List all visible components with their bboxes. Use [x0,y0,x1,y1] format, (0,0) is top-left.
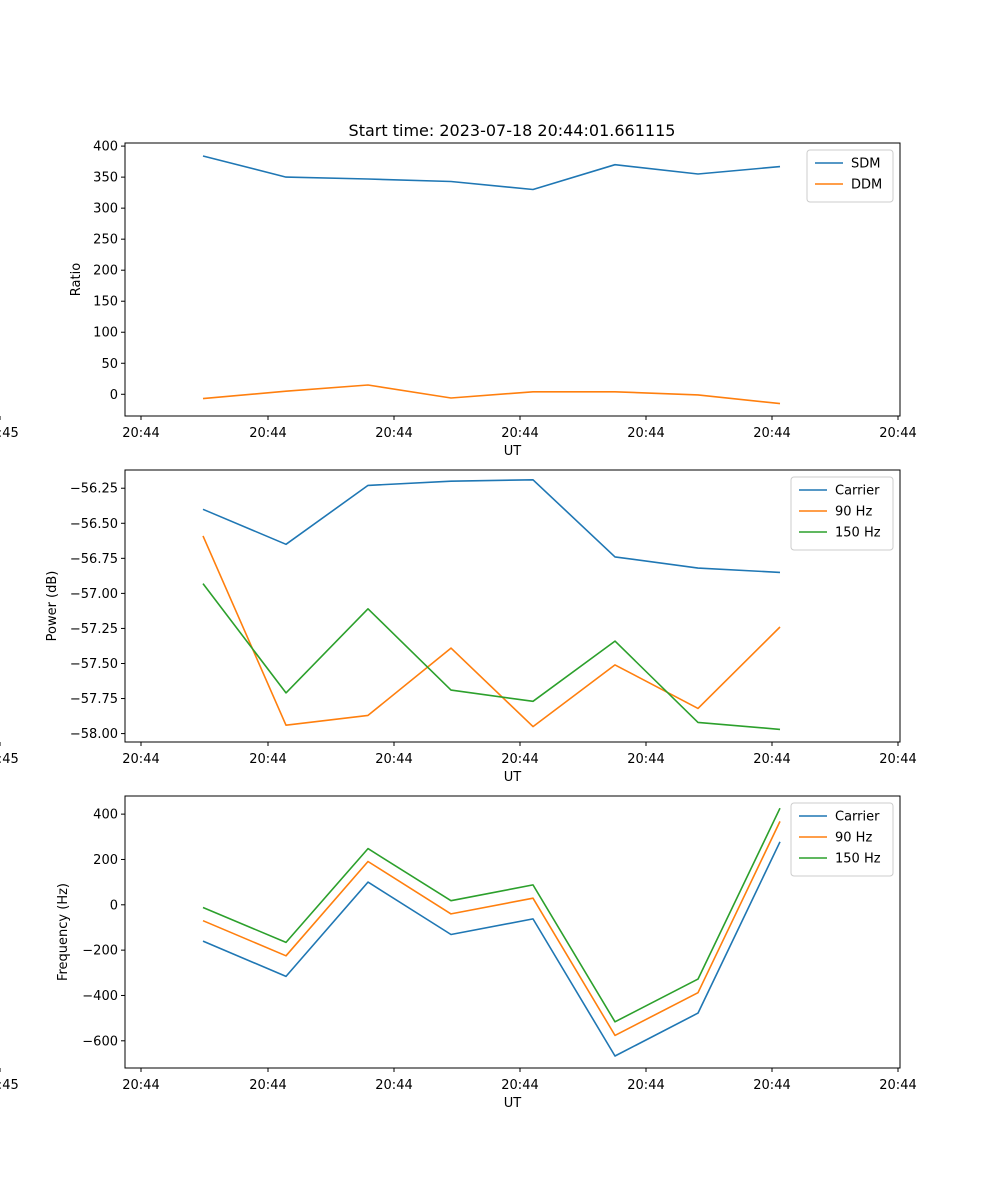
x-tick-label-2-0: 20:44 [122,752,159,767]
axes-frame-1 [124,142,901,417]
y-tick-label-1-8: 400 [93,140,118,155]
y-tick-label-2-1: −57.75 [70,692,118,707]
x-tick-label-2-7: 20:45 [0,752,19,767]
series-line-1-ddm [202,384,781,405]
x-tick-label-1-5: 20:44 [753,426,790,441]
x-axis-label-2: UT [504,770,522,785]
legend-2: Carrier 90 Hz 150 Hz [790,476,894,551]
legend-label-2-0: Carrier [835,484,880,499]
series-line-3-90-hz [202,821,781,1037]
series-line-3-carrier [202,841,781,1057]
x-tick-label-3-0: 20:44 [122,1078,159,1093]
legend-label-2-2: 150 Hz [835,526,881,541]
x-tick-label-3-1: 20:44 [249,1078,286,1093]
x-tick-label-2-6: 20:44 [879,752,916,767]
x-tick-label-3-5: 20:44 [753,1078,790,1093]
y-tick-label-2-7: −56.25 [70,482,118,497]
y-axis-label-1: Ratio [69,263,84,296]
figure-title: Start time: 2023-07-18 20:44:01.661115 [349,121,676,140]
x-tick-label-1-3: 20:44 [501,426,538,441]
legend-label-3-0: Carrier [835,810,880,825]
y-tick-label-3-1: −400 [82,989,118,1004]
x-tick-label-2-2: 20:44 [375,752,412,767]
x-axis-label-3: UT [504,1096,522,1111]
x-tick-label-1-0: 20:44 [122,426,159,441]
legend-label-2-1: 90 Hz [835,505,872,520]
legend-label-3-2: 150 Hz [835,852,881,867]
legend-3: Carrier 90 Hz 150 Hz [790,802,894,877]
y-tick-label-3-3: 0 [110,898,118,913]
y-tick-label-3-4: 200 [93,853,118,868]
y-tick-label-1-0: 0 [110,388,118,403]
x-tick-label-1-4: 20:44 [627,426,664,441]
legend-label-3-1: 90 Hz [835,831,872,846]
series-line-2-carrier [202,478,781,574]
x-tick-label-2-4: 20:44 [627,752,664,767]
panel-2: −58.00 −57.75 −57.50 −57.25 −57.00 −56.75 −56.… [0,469,917,785]
legend-1: SDM DDM [806,149,894,203]
y-tick-label-2-3: −57.25 [70,622,118,637]
x-tick-label-1-2: 20:44 [375,426,412,441]
y-tick-label-2-4: −57.00 [70,587,118,602]
y-tick-label-2-2: −57.50 [70,657,118,672]
x-axis-label-1: UT [504,444,522,459]
x-tick-label-1-1: 20:44 [249,426,286,441]
x-tick-label-3-2: 20:44 [375,1078,412,1093]
x-tick-label-1-7: 20:45 [0,426,19,441]
y-tick-label-1-5: 250 [93,233,118,248]
y-tick-label-1-4: 200 [93,264,118,279]
y-tick-label-1-6: 300 [93,202,118,217]
y-tick-label-1-3: 150 [93,295,118,310]
y-tick-label-3-2: −200 [82,944,118,959]
y-tick-label-2-5: −56.75 [70,552,118,567]
axes-frame-3 [124,795,901,1069]
y-tick-label-1-7: 350 [93,171,118,186]
y-tick-label-2-0: −58.00 [70,727,118,742]
axes-frame-2 [124,469,901,743]
x-tick-label-3-6: 20:44 [879,1078,916,1093]
x-tick-label-1-6: 20:44 [879,426,916,441]
y-tick-label-2-6: −56.50 [70,517,118,532]
series-line-2-90-hz [202,535,781,728]
series-line-3-150-hz [202,807,781,1023]
x-tick-label-2-5: 20:44 [753,752,790,767]
x-tick-label-2-1: 20:44 [249,752,286,767]
legend-label-1-0: SDM [851,157,880,172]
x-tick-label-2-3: 20:44 [501,752,538,767]
y-axis-label-3: Frequency (Hz) [56,883,71,981]
series-line-1-sdm [202,155,781,191]
y-tick-label-1-1: 50 [101,357,118,372]
y-axis-label-2: Power (dB) [45,571,60,642]
legend-label-1-1: DDM [851,178,882,193]
panel-3: −600 −400 −200 0 200 400 20:44 20:44 20:44 20:44 2… [0,795,917,1111]
y-tick-label-3-0: −600 [82,1034,118,1049]
panels: 0 50 100 150 200 250 300 350 400 20:44 20:44 20:44 2… [0,140,917,1111]
series-line-2-150-hz [202,583,781,731]
y-tick-label-1-2: 100 [93,326,118,341]
x-tick-label-3-3: 20:44 [501,1078,538,1093]
panel-1: 0 50 100 150 200 250 300 350 400 20:44 20:44 20:44 2… [0,140,917,459]
x-tick-label-3-7: 20:45 [0,1078,19,1093]
x-tick-label-3-4: 20:44 [627,1078,664,1093]
y-tick-label-3-5: 400 [93,808,118,823]
